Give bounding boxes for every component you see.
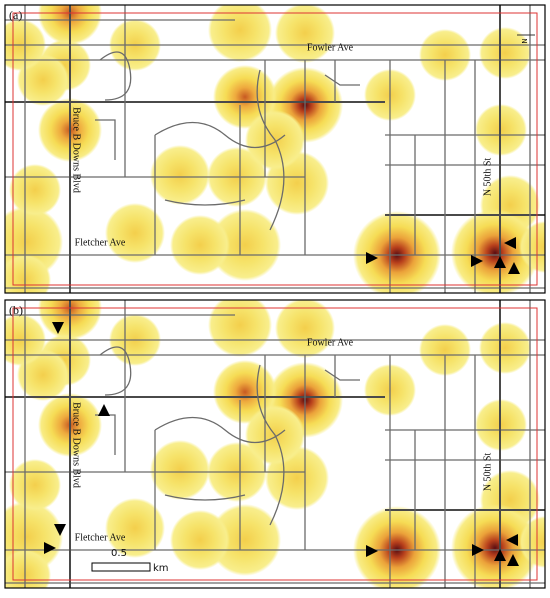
hotspot [479, 27, 531, 79]
hotspot [5, 254, 51, 293]
hotspot [275, 5, 335, 63]
scale-bar [91, 562, 151, 572]
hotspot [209, 209, 281, 281]
direction-marker [44, 542, 56, 554]
direction-marker [504, 237, 516, 249]
hotspot [9, 164, 61, 216]
panel-content [5, 300, 545, 588]
panel-label: (a) [9, 8, 22, 22]
street-label: N 50th St [482, 453, 493, 492]
hotspot [105, 203, 165, 263]
street-label: Fletcher Ave [75, 532, 126, 543]
road [256, 364, 285, 526]
north-label: N [521, 38, 529, 43]
hotspot [213, 65, 277, 129]
road [154, 122, 286, 148]
direction-marker [54, 524, 66, 536]
street-label: N 50th St [482, 158, 493, 197]
hotspot [353, 506, 441, 588]
hotspot [209, 504, 281, 576]
study-area [12, 307, 538, 581]
road [256, 69, 285, 231]
road [164, 494, 246, 501]
hotspot [9, 459, 61, 511]
direction-marker [471, 255, 483, 267]
hotspot [170, 510, 230, 570]
road [95, 119, 116, 160]
direction-marker [494, 256, 506, 268]
street-label: Bruce B Downs Blvd [71, 402, 82, 488]
study-area [12, 12, 538, 286]
hotspot [150, 440, 210, 500]
direction-marker [508, 262, 520, 274]
hotspot [353, 211, 441, 293]
panel-content [5, 5, 545, 293]
direction-marker [494, 549, 506, 561]
hotspot [170, 215, 230, 275]
hotspot [419, 324, 471, 376]
direction-marker [506, 534, 518, 546]
hotspot [208, 5, 272, 62]
street-label: Bruce B Downs Blvd [71, 107, 82, 193]
road [99, 346, 132, 396]
scale-value: 0.5 [111, 548, 127, 559]
hotspot [519, 516, 545, 568]
road [99, 51, 132, 101]
hotspot [213, 360, 277, 424]
street-label: Fletcher Ave [75, 237, 126, 248]
road [324, 74, 360, 86]
road [164, 199, 246, 206]
map-panel: (a) Fowler Ave Fletcher Ave Bruce B Downs B… [4, 4, 546, 294]
scale-unit: km [153, 563, 169, 574]
direction-marker [98, 404, 110, 416]
road [154, 417, 286, 443]
street-label: Fowler Ave [307, 42, 354, 53]
hotspot [5, 549, 51, 588]
direction-marker [507, 554, 519, 566]
hotspot [479, 322, 531, 374]
direction-marker [366, 252, 378, 264]
hotspot [451, 504, 539, 588]
hotspot [105, 498, 165, 558]
direction-marker [52, 322, 64, 334]
direction-marker [472, 544, 484, 556]
street-label: Fowler Ave [307, 337, 354, 348]
map-panel: (b) Fowler Ave Fletcher Ave Bruce B Downs B… [4, 299, 546, 589]
panel-border [4, 4, 546, 294]
panel-border [4, 299, 546, 589]
hotspot [150, 145, 210, 205]
hotspot [519, 221, 545, 273]
panel-label: (b) [9, 303, 23, 317]
hotspot [419, 29, 471, 81]
hotspot [208, 300, 272, 357]
road [324, 369, 360, 381]
direction-marker [366, 545, 378, 557]
hotspot [275, 300, 335, 358]
